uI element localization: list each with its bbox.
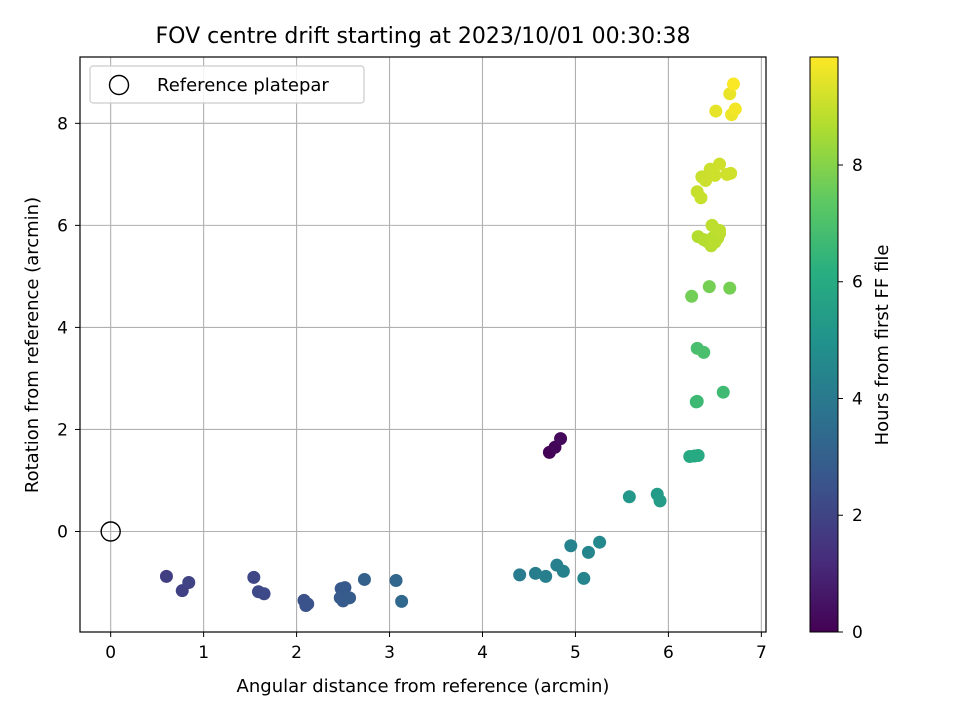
legend-box	[89, 65, 365, 104]
data-point	[685, 289, 699, 303]
x-tick-label: 4	[477, 643, 488, 663]
data-point	[338, 581, 352, 595]
colorbar-label: Hours from first FF file	[872, 245, 893, 446]
data-point	[697, 345, 711, 359]
data-point	[182, 576, 196, 590]
y-tick-label: 8	[57, 114, 68, 134]
data-point	[694, 191, 708, 205]
data-point	[709, 104, 723, 118]
colorbar-tick-label: 2	[852, 506, 863, 526]
data-point	[690, 394, 704, 408]
y-tick-label: 2	[57, 420, 68, 440]
data-point	[539, 569, 553, 583]
x-tick-label: 6	[663, 643, 674, 663]
colorbar-tick-label: 8	[852, 156, 863, 176]
reference-marker	[100, 521, 121, 542]
grid-lines	[80, 57, 766, 632]
data-point	[301, 597, 315, 611]
y-tick-label: 6	[57, 216, 68, 236]
reference-point	[100, 521, 121, 542]
data-point	[653, 494, 667, 508]
y-axis-label: Rotation from reference (arcmin)	[22, 197, 43, 493]
x-tick-label: 2	[291, 643, 302, 663]
data-point	[723, 281, 737, 295]
chart-title: FOV centre drift starting at 2023/10/01 …	[156, 24, 691, 49]
colorbar-gradient	[809, 56, 839, 633]
data-point	[577, 571, 591, 585]
data-point	[728, 102, 742, 116]
data-point	[257, 587, 271, 601]
colorbar-tick-label: 0	[852, 623, 863, 643]
data-point	[395, 594, 409, 608]
data-point	[726, 77, 740, 91]
legend: Reference platepar	[89, 65, 365, 104]
colorbar-tick-label: 6	[852, 273, 863, 293]
plot-frame	[79, 56, 767, 633]
x-tick-label: 5	[570, 643, 581, 663]
data-point	[708, 168, 722, 182]
legend-marker-icon	[108, 74, 130, 96]
colorbar-tick-label: 4	[852, 389, 863, 409]
data-point	[564, 539, 578, 553]
x-axis-label: Angular distance from reference (arcmin)	[237, 676, 610, 697]
data-point	[581, 545, 595, 559]
data-point	[724, 166, 738, 180]
data-point	[702, 280, 716, 294]
data-points	[159, 77, 742, 612]
y-axis-ticks: 0 2 4 6 8	[57, 114, 80, 542]
data-point	[691, 448, 705, 462]
colorbar: 0 2 4 6 8 Hours from first FF file	[809, 56, 893, 643]
x-tick-label: 0	[105, 643, 116, 663]
data-point	[556, 564, 570, 578]
x-tick-label: 7	[756, 643, 767, 663]
colorbar-ticks: 0 2 4 6 8	[838, 156, 863, 643]
data-point	[716, 385, 730, 399]
data-point	[705, 218, 719, 232]
x-axis-ticks: 0 1 2 3 4 5 6 7	[105, 632, 767, 663]
data-point	[357, 572, 371, 586]
data-point	[554, 432, 568, 446]
data-point	[159, 569, 173, 583]
data-point	[713, 157, 727, 171]
data-point	[247, 570, 261, 584]
data-point	[593, 535, 607, 549]
x-tick-label: 1	[198, 643, 209, 663]
x-tick-label: 3	[384, 643, 395, 663]
y-tick-label: 0	[57, 522, 68, 542]
data-point	[528, 566, 542, 580]
data-point	[389, 573, 403, 587]
data-point	[622, 490, 636, 504]
data-point	[513, 568, 527, 582]
y-tick-label: 4	[57, 318, 68, 338]
data-point	[343, 591, 357, 605]
legend-entry-reference: Reference platepar	[157, 75, 329, 96]
